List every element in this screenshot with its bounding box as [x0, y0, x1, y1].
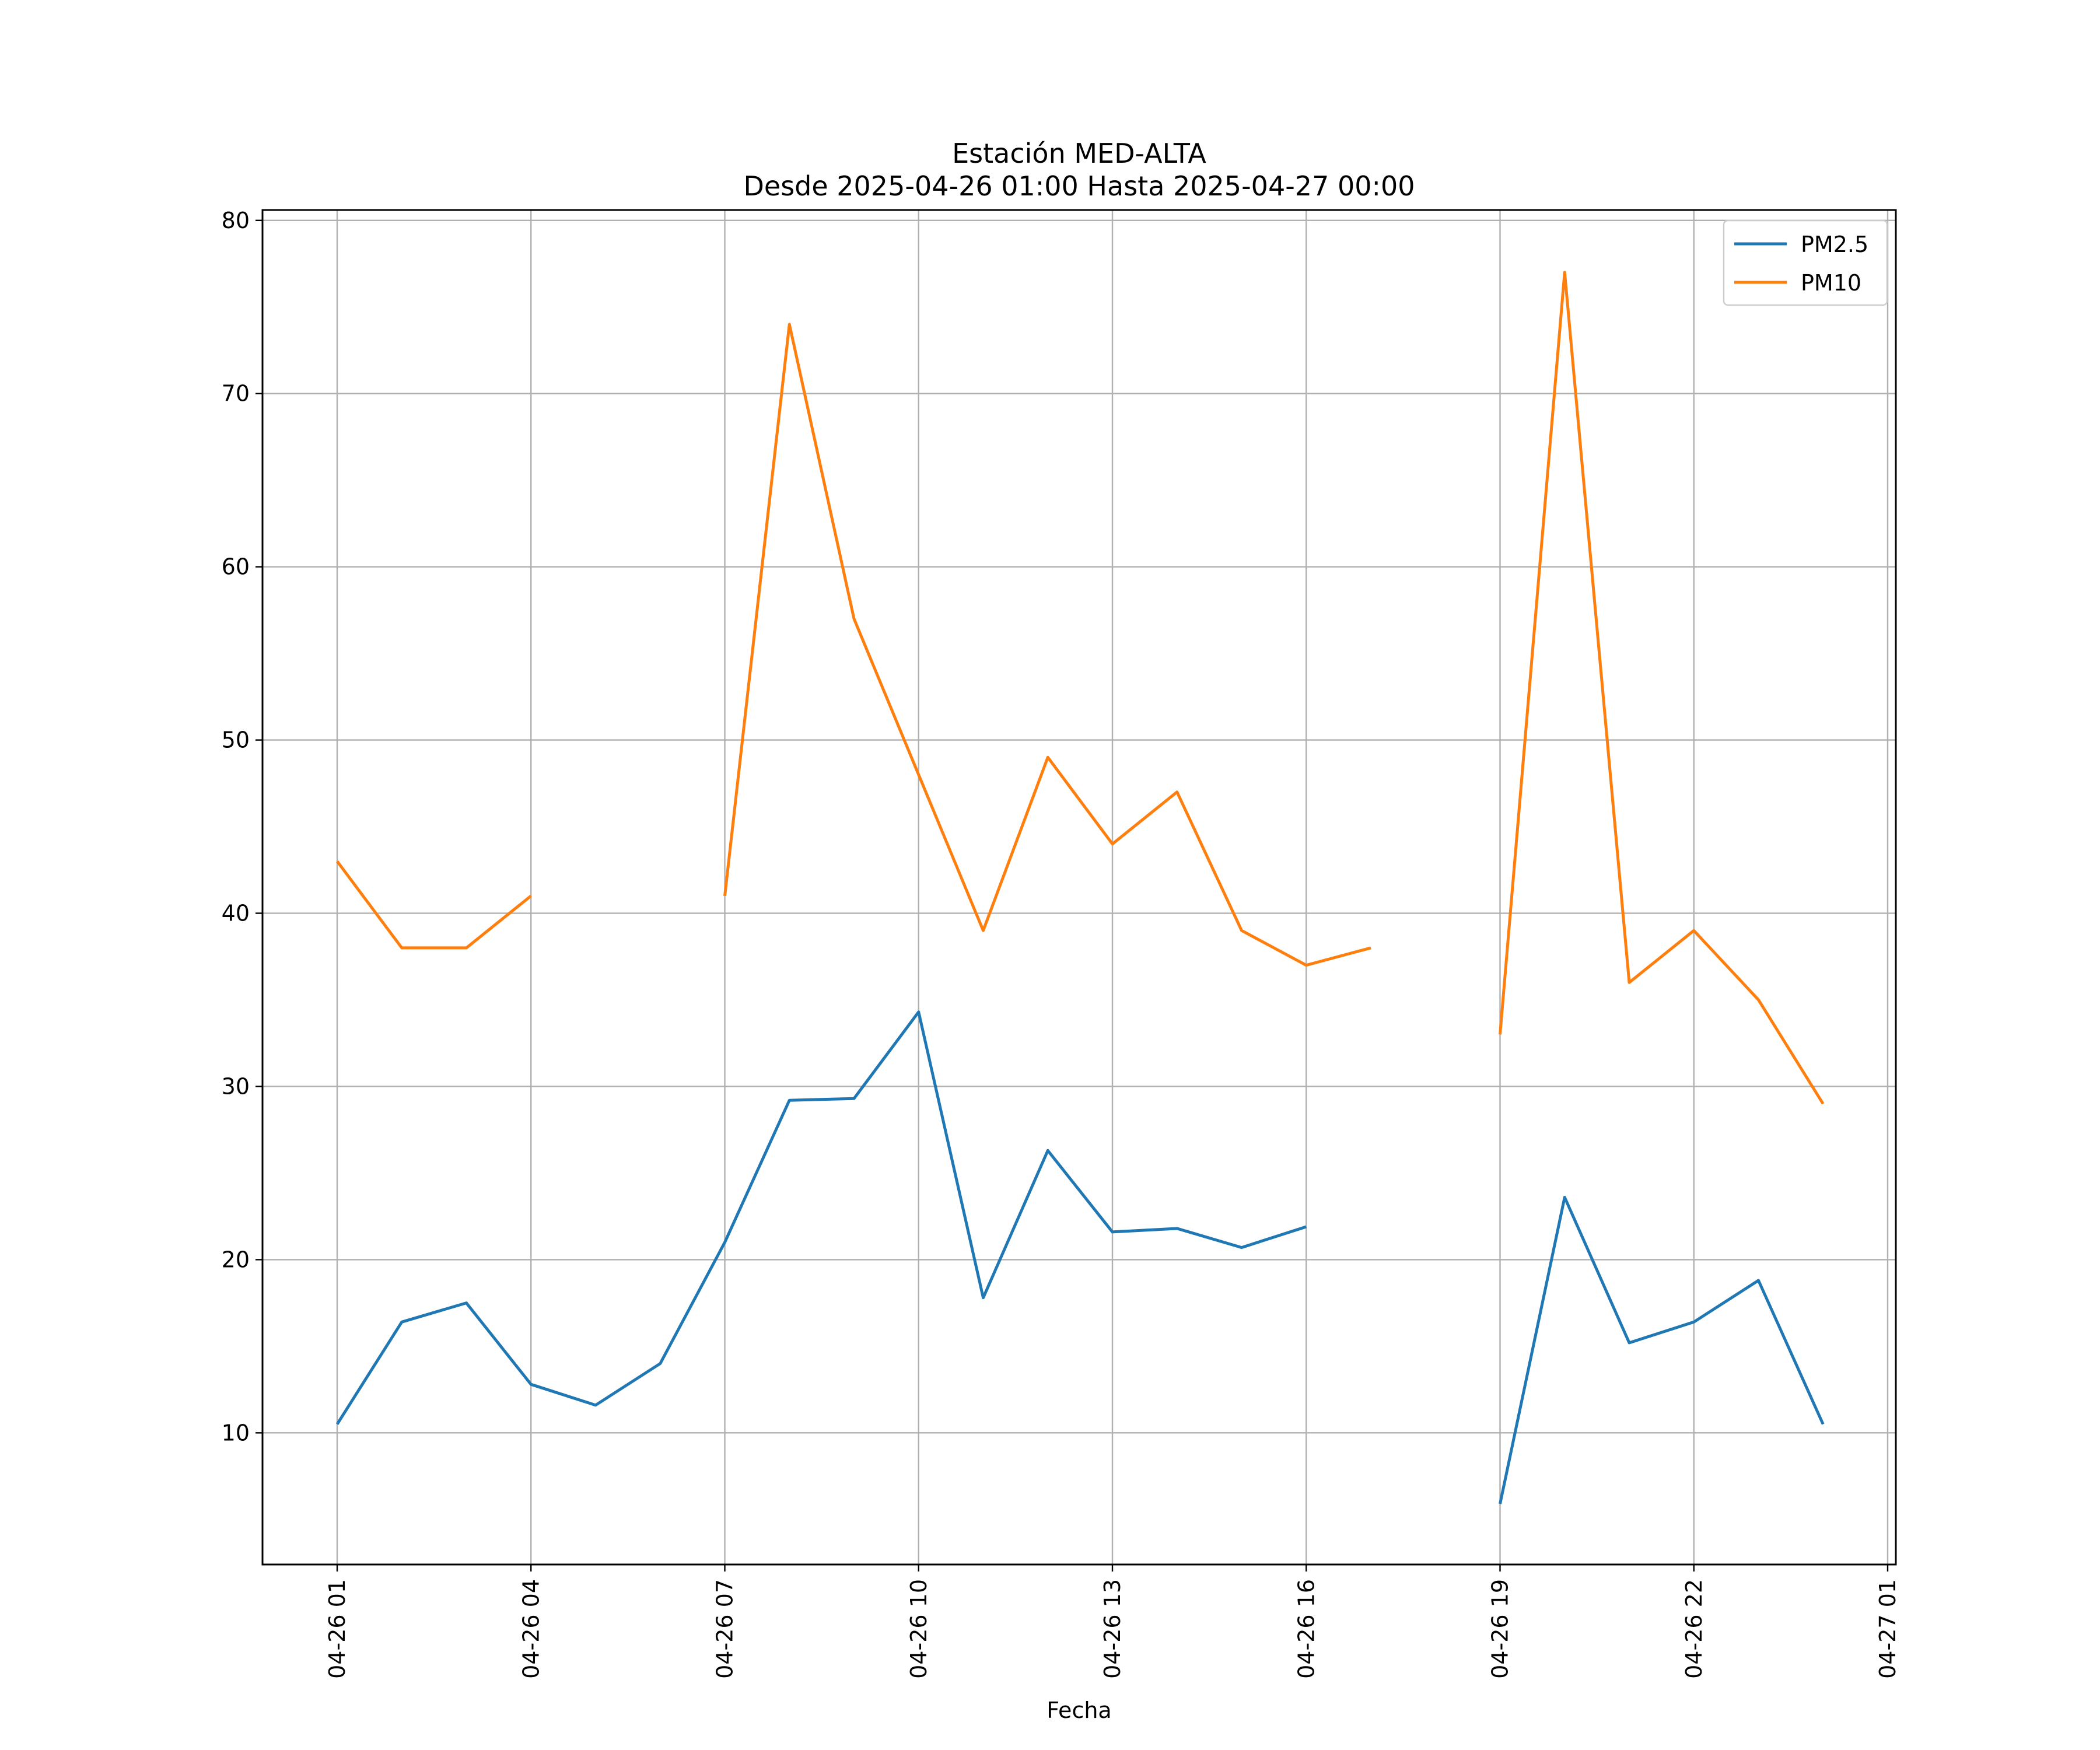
x-tick-label: 04-27 01 [1875, 1579, 1901, 1679]
x-axis-label: Fecha [1046, 1698, 1111, 1723]
grid-lines [262, 210, 1896, 1564]
x-tick-label: 04-26 10 [906, 1579, 932, 1679]
legend-label: PM2.5 [1801, 232, 1868, 257]
x-tick-label: 04-26 13 [1100, 1579, 1125, 1679]
x-axis: 04-26 01 04-26 04 04-26 07 04-26 10 04-26 13… [324, 1564, 1901, 1679]
x-tick-label: 04-26 22 [1681, 1579, 1707, 1679]
legend-label: PM10 [1801, 270, 1861, 296]
plot-area-frame [261, 209, 1897, 1566]
series-line-pm10 [723, 323, 1371, 967]
x-tick-label: 04-26 19 [1488, 1579, 1513, 1679]
x-tick-label: 04-26 16 [1293, 1579, 1319, 1679]
chart-title-line2: Desde 2025-04-26 01:00 Hasta 2025-04-27 … [743, 170, 1415, 202]
x-tick-label: 04-26 07 [712, 1579, 738, 1679]
x-tick-label: 04-26 04 [518, 1579, 544, 1679]
series-line-pm10 [335, 860, 532, 950]
legend-box [1723, 219, 1888, 306]
y-tick-label: 40 [222, 901, 250, 926]
y-tick-label: 20 [222, 1247, 250, 1272]
legend: PM2.5 PM10 [1723, 219, 1888, 306]
series-lines [335, 271, 1825, 1504]
y-tick-label: 70 [222, 381, 250, 407]
chart-title-line1: Estación MED-ALTA [952, 138, 1206, 169]
series-line-pm25 [335, 1010, 1307, 1425]
y-tick-label: 60 [222, 554, 250, 580]
series-line-pm10 [1499, 271, 1825, 1105]
series-line-pm25 [1499, 1196, 1825, 1504]
y-tick-label: 10 [222, 1420, 250, 1446]
x-tick-label: 04-26 01 [324, 1579, 350, 1679]
y-axis: 10 20 30 40 50 60 70 80 [222, 208, 262, 1446]
y-tick-label: 80 [222, 208, 250, 233]
y-tick-label: 30 [222, 1073, 250, 1099]
y-tick-label: 50 [222, 727, 250, 753]
